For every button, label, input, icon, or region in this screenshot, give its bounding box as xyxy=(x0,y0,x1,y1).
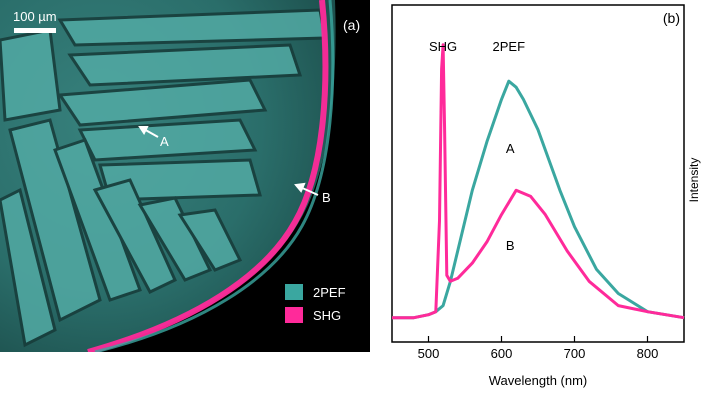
legend-swatch-2pef xyxy=(285,284,303,300)
x-tick-label-800: 800 xyxy=(637,346,659,361)
panel-b-label: (b) xyxy=(663,10,680,26)
legend-item-shg: SHG xyxy=(285,307,341,323)
microscopy-image-panel: 100 µm (a) A B 2PEF SHG xyxy=(0,0,370,352)
scale-bar-label: 100 µm xyxy=(13,9,57,24)
legend-label-shg: SHG xyxy=(313,307,342,323)
arrow-b-head xyxy=(294,182,306,193)
legend-swatch-shg xyxy=(285,307,303,323)
x-tick-label-600: 600 xyxy=(491,346,513,361)
x-axis-label: Wavelength (nm) xyxy=(489,373,588,388)
annotation-curve-b: B xyxy=(506,238,515,253)
annotation-shg: SHG xyxy=(429,39,457,54)
y-axis-label: Intensity xyxy=(687,158,701,203)
series-line-b xyxy=(392,43,685,320)
legend-item-2pef: 2PEF xyxy=(285,284,346,300)
panel-a-label: (a) xyxy=(343,17,361,33)
legend-label-2pef: 2PEF xyxy=(313,284,346,300)
microscopy-image xyxy=(0,0,370,352)
x-tick-label-700: 700 xyxy=(564,346,586,361)
spectrum-chart: 500 600 700 800 (b) SHG 2PEF A B Wavelength… xyxy=(391,4,701,388)
arrow-b-label: B xyxy=(322,190,331,205)
scale-bar xyxy=(14,28,56,33)
x-tick-label-500: 500 xyxy=(418,346,440,361)
spectrum-chart-panel: 500 600 700 800 (b) SHG 2PEF A B Wavelength… xyxy=(385,0,709,390)
arrow-a-label: A xyxy=(160,134,169,149)
annotation-2pef: 2PEF xyxy=(493,39,526,54)
annotation-curve-a: A xyxy=(506,141,515,156)
arrow-a-head xyxy=(138,126,149,135)
